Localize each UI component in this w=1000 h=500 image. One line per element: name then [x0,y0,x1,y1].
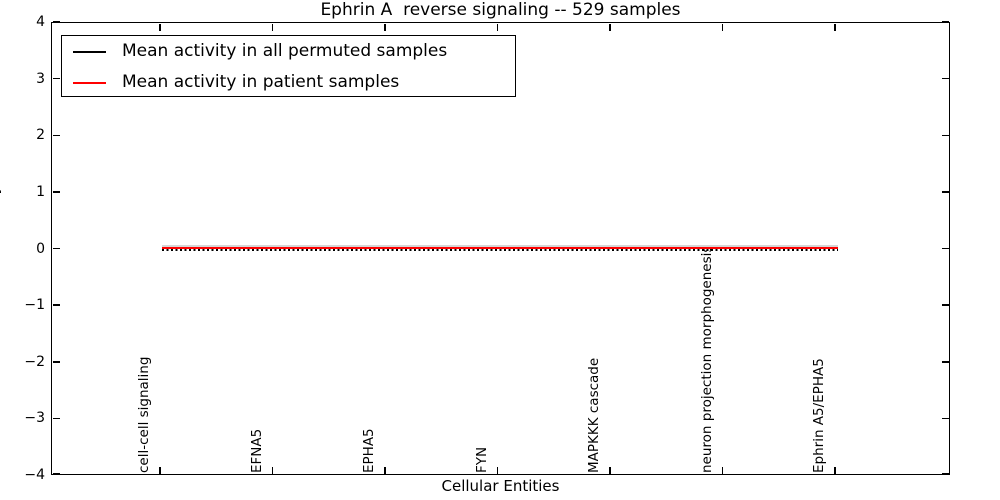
xtick-mark-bottom [271,466,274,474]
xtick-mark-top [496,23,499,31]
ytick-mark-left [52,417,60,420]
ytick-label: 0 [36,240,45,257]
ytick-mark-left [52,361,60,363]
xtick-label: Ephrin A5/EPHA5 [811,358,827,473]
legend-entry-permuted: Mean activity in all permuted samples [62,36,515,67]
ytick-mark-right [941,21,949,23]
series-line-permuted-samples [162,249,838,251]
legend-entry-patient: Mean activity in patient samples [62,67,515,98]
ytick-mark-left [52,77,60,80]
xtick-mark-top [384,23,386,31]
ytick-mark-right [941,134,949,136]
ytick-mark-right [941,361,949,363]
ytick-label: 2 [36,127,45,144]
xtick-label: neuron projection morphogenesis [698,245,715,473]
legend-line-sample-black [73,51,106,53]
legend-line-sample-red [73,82,106,84]
ytick-mark-left [52,247,60,250]
ytick-mark-right [941,77,949,80]
xtick-mark-top [159,23,161,31]
xtick-mark-top [609,23,611,31]
ytick-label: 4 [36,14,45,30]
xtick-mark-bottom [496,466,499,474]
xtick-mark-bottom [834,466,836,474]
ytick-mark-left [52,134,60,136]
xtick-mark-top [721,23,724,31]
xtick-mark-bottom [721,466,724,474]
ytick-mark-right [941,191,949,193]
ytick-mark-left [52,191,60,193]
xtick-mark-bottom [384,466,386,474]
x-axis-label: Cellular Entities [441,477,560,495]
series-line-patient-samples [162,247,838,249]
xtick-mark-bottom [159,466,161,474]
ytick-mark-left [52,21,60,23]
ytick-label: −1 [24,297,45,314]
ytick-label: −4 [24,467,45,483]
ytick-label: 1 [36,183,45,200]
xtick-label: cell-cell signaling [136,356,152,473]
plot-area [51,22,950,475]
ytick-mark-right [941,417,949,420]
xtick-label: MAPKKK cascade [586,357,602,473]
legend-label: Mean activity in patient samples [122,72,400,92]
legend: Mean activity in all permuted samples Me… [61,35,516,97]
chart-title: Ephrin A reverse signaling -- 529 sample… [320,0,681,20]
xtick-mark-top [834,23,836,31]
ytick-mark-left [52,472,60,475]
ytick-mark-right [941,304,949,306]
ytick-label: −3 [24,410,45,427]
series-errorband [162,245,838,247]
xtick-label: EFNA5 [248,428,265,473]
xtick-mark-top [271,23,274,31]
ytick-mark-right [941,247,949,250]
ytick-label: −2 [24,353,45,370]
ytick-mark-right [941,472,949,475]
legend-label: Mean activity in all permuted samples [122,41,448,61]
xtick-mark-bottom [609,466,611,474]
y-axis-label: Inferred Activity [0,185,2,305]
ytick-label: 3 [36,70,45,87]
xtick-label: EPHA5 [361,428,377,473]
ytick-mark-left [52,304,60,306]
xtick-label: FYN [473,446,490,473]
